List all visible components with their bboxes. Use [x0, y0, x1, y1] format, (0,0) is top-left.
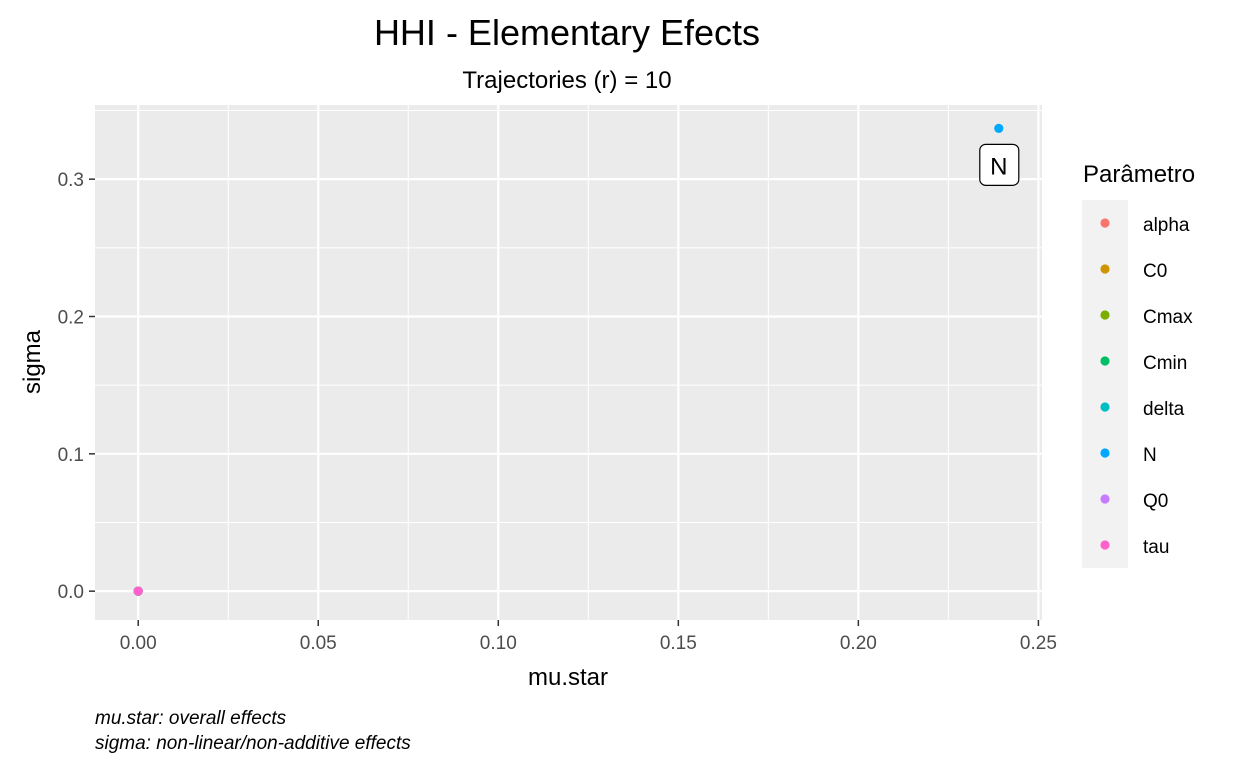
legend-label: tau [1143, 537, 1169, 558]
legend-item-q0: Q0 [1100, 491, 1168, 512]
x-axis-ticks: 0.00 0.05 0.10 0.15 0.20 0.25 [120, 620, 1057, 654]
minor-gridlines [95, 105, 1042, 620]
legend-item-delta: delta [1100, 399, 1185, 420]
legend-label: Q0 [1143, 491, 1168, 512]
point-labels: N [979, 143, 1020, 186]
legend-key [1100, 264, 1110, 274]
x-tick-label: 0.20 [840, 633, 877, 654]
y-tick-label: 0.1 [58, 445, 84, 466]
y-axis-title: sigma [19, 329, 46, 394]
plot-panel [95, 105, 1042, 620]
legend-item-alpha: alpha [1100, 215, 1190, 236]
major-gridlines [95, 105, 1042, 620]
data-points [133, 123, 1004, 596]
legend-label: N [1143, 445, 1157, 466]
legend-item-cmin: Cmin [1100, 353, 1187, 374]
y-tick-label: 0.2 [58, 307, 84, 328]
point-label-box [979, 143, 1020, 186]
legend-label: alpha [1143, 215, 1190, 236]
legend-item-n: N [1100, 445, 1157, 466]
caption-line-2: sigma: non-linear/non-additive effects [95, 733, 411, 754]
legend-key [1100, 494, 1110, 504]
legend-key [1100, 310, 1110, 320]
legend-keys-background [1082, 200, 1128, 568]
point-label-text: N [990, 153, 1007, 180]
chart-title: HHI - Elementary Efects [374, 12, 760, 53]
point-n [994, 123, 1004, 133]
y-tick-label: 0.3 [58, 170, 84, 191]
legend-item-tau: tau [1100, 537, 1169, 558]
legend-key [1100, 402, 1110, 412]
legend-key [1100, 218, 1110, 228]
x-tick-label: 0.05 [300, 633, 337, 654]
legend-key [1100, 356, 1110, 366]
point-label-n: N [979, 143, 1020, 186]
legend-key [1100, 448, 1110, 458]
legend: alpha C0 Cmax Cmin delta N Q0 tau [1100, 215, 1193, 558]
x-tick-label: 0.10 [480, 633, 517, 654]
legend-item-c0: C0 [1100, 261, 1167, 282]
caption-line-1: mu.star: overall effects [95, 708, 287, 729]
x-tick-label: 0.15 [660, 633, 697, 654]
chart-subtitle: Trajectories (r) = 10 [462, 67, 671, 94]
y-axis-ticks: 0.0 0.1 0.2 0.3 [58, 170, 95, 603]
point-tau [133, 586, 143, 596]
x-axis-title: mu.star [528, 664, 608, 691]
x-tick-label: 0.00 [120, 633, 157, 654]
legend-label: delta [1143, 399, 1185, 420]
legend-label: Cmax [1143, 307, 1193, 328]
x-tick-label: 0.25 [1020, 633, 1057, 654]
legend-key [1100, 540, 1110, 550]
legend-item-cmax: Cmax [1100, 307, 1193, 328]
legend-label: C0 [1143, 261, 1167, 282]
y-tick-label: 0.0 [58, 582, 84, 603]
legend-label: Cmin [1143, 353, 1187, 374]
legend-title: Parâmetro [1083, 161, 1195, 188]
